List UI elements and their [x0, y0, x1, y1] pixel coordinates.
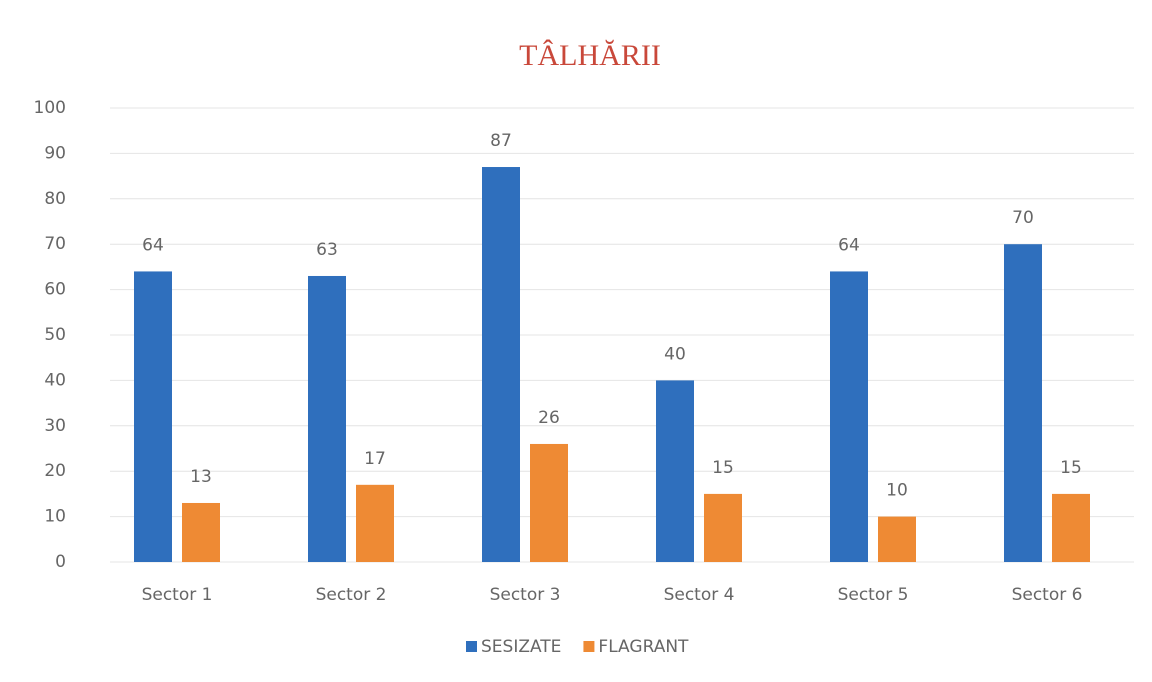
data-label: 64 — [142, 235, 164, 255]
data-label: 15 — [712, 458, 734, 478]
legend-label: SESIZATE — [481, 637, 561, 657]
data-label: 63 — [316, 240, 338, 260]
x-tick-label: Sector 6 — [1012, 585, 1083, 605]
data-label: 87 — [490, 131, 512, 151]
legend-swatch — [466, 641, 477, 652]
data-label: 64 — [838, 235, 860, 255]
bar — [1004, 244, 1042, 562]
legend-swatch — [583, 641, 595, 652]
y-tick-label: 50 — [44, 325, 66, 345]
x-tick-label: Sector 2 — [316, 585, 387, 605]
data-label: 17 — [364, 449, 386, 469]
y-tick-label: 0 — [55, 552, 66, 572]
bar — [134, 271, 172, 562]
bar — [1052, 493, 1090, 562]
y-tick-label: 100 — [34, 98, 66, 118]
bar — [308, 275, 346, 562]
legend-label: FLAGRANT — [598, 637, 689, 657]
data-label: 10 — [886, 481, 908, 501]
bar — [656, 380, 694, 562]
y-tick-label: 30 — [44, 416, 66, 436]
data-label: 15 — [1060, 458, 1082, 478]
x-tick-label: Sector 1 — [142, 585, 213, 605]
bar — [482, 167, 520, 562]
y-tick-label: 10 — [44, 507, 66, 527]
x-tick-label: Sector 3 — [490, 585, 561, 605]
bar — [356, 484, 394, 562]
y-tick-label: 70 — [44, 234, 66, 254]
chart-title: TÂLHĂRII — [519, 39, 661, 72]
x-tick-label: Sector 5 — [838, 585, 909, 605]
data-label: 26 — [538, 408, 560, 428]
y-tick-label: 60 — [44, 280, 66, 300]
data-label: 40 — [664, 344, 686, 364]
bar — [704, 493, 742, 562]
y-tick-label: 80 — [44, 189, 66, 209]
data-label: 70 — [1012, 208, 1034, 228]
bar — [878, 516, 916, 562]
bar — [182, 502, 220, 562]
y-tick-label: 40 — [44, 370, 66, 390]
y-tick-label: 90 — [44, 143, 66, 163]
bar — [830, 271, 868, 562]
data-label: 13 — [190, 467, 212, 487]
y-tick-label: 20 — [44, 461, 66, 481]
x-tick-label: Sector 4 — [664, 585, 735, 605]
bar — [530, 443, 568, 562]
